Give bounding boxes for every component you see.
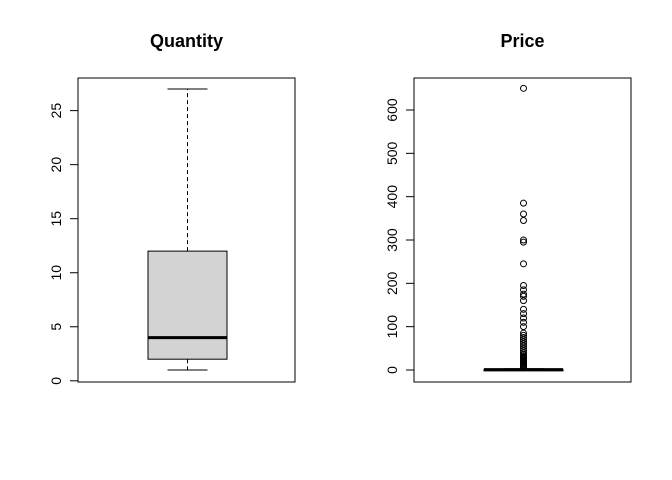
outlier-point — [520, 310, 527, 318]
y-tick-label: 20 — [48, 157, 64, 173]
y-tick-label: 10 — [48, 265, 64, 281]
outlier-point — [520, 199, 527, 207]
y-tick-label: 100 — [384, 315, 400, 339]
y-tick-label: 600 — [384, 98, 400, 122]
outlier-point — [520, 260, 527, 268]
outlier-point — [520, 305, 527, 313]
outlier-point — [520, 331, 527, 339]
iqr-box — [147, 250, 228, 360]
outlier-point — [520, 236, 527, 244]
y-tick-label: 0 — [384, 366, 400, 374]
outlier-point — [520, 210, 527, 218]
price-panel: Price 0 100 200 300 400 500 600 — [384, 31, 632, 383]
outlier-point — [520, 323, 527, 331]
y-tick-label: 200 — [384, 271, 400, 295]
y-tick-label: 0 — [48, 377, 64, 385]
quantity-panel: Quantity 0 5 10 15 20 25 — [48, 31, 296, 385]
outlier-point — [520, 286, 527, 294]
outlier-point — [520, 314, 527, 322]
y-tick-label: 500 — [384, 141, 400, 165]
price-title: Price — [500, 31, 544, 51]
outlier-point — [520, 84, 527, 92]
y-tick-label: 400 — [384, 185, 400, 209]
y-tick-label: 300 — [384, 228, 400, 252]
quantity-title: Quantity — [150, 31, 223, 51]
y-tick-label: 15 — [48, 211, 64, 227]
outlier-point — [520, 217, 527, 224]
outlier-point — [520, 238, 527, 246]
outlier-point — [520, 318, 527, 326]
outlier-point — [520, 282, 527, 289]
y-tick-label: 25 — [48, 103, 64, 119]
y-tick-label: 5 — [48, 323, 64, 331]
outlier-point — [520, 290, 527, 298]
outlier-point — [520, 334, 527, 341]
